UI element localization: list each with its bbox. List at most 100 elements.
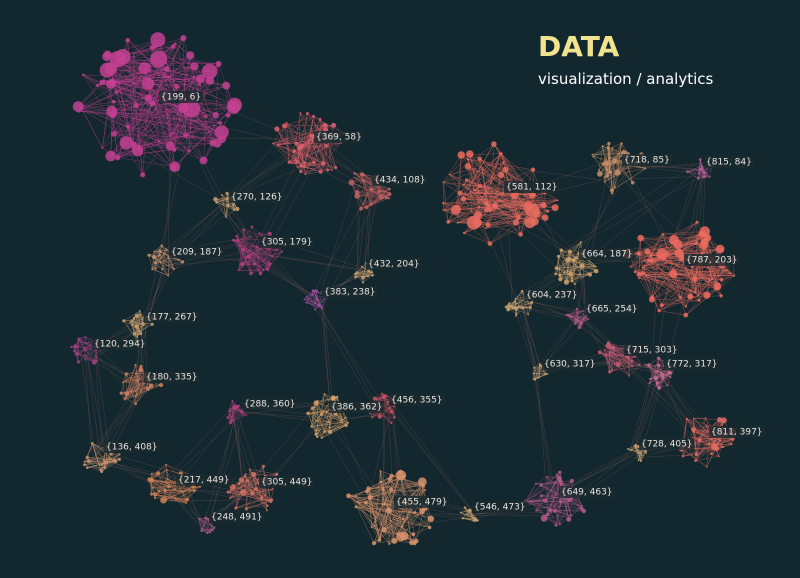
node [611,345,616,350]
node [138,62,151,75]
cluster-label: {664, 187} [581,250,633,260]
node [237,482,241,485]
cluster-labels: {199, 6} {369, 58} {434, 108} {581, 112} {71… [92,91,765,523]
node [135,372,137,375]
node [225,216,227,218]
node [151,268,154,271]
cluster [147,463,202,504]
label-background [704,156,754,168]
node [147,477,150,480]
node [730,272,732,275]
node [153,492,158,497]
node [644,167,647,170]
node [377,538,382,542]
node [384,195,389,199]
cluster-edges [687,159,713,179]
node [181,490,184,493]
node [139,332,143,336]
node [628,375,630,377]
node [274,126,280,132]
label-background [709,426,765,438]
node [521,306,525,310]
node [229,414,231,417]
node [150,32,166,48]
node [381,487,385,491]
node [153,497,156,499]
node [321,307,324,310]
label-background [584,303,640,315]
node [629,449,632,452]
node [222,81,231,90]
node [192,489,196,493]
node [129,321,132,324]
node [287,160,291,164]
label-background [579,248,635,260]
node [231,419,234,422]
node [373,524,376,528]
node [218,121,223,125]
node [245,414,248,416]
node [310,139,314,142]
node [631,364,634,367]
node [240,247,246,252]
node [354,505,358,509]
node [532,378,535,380]
node [612,158,618,164]
node [134,324,139,329]
node [72,101,84,112]
node [553,509,557,513]
node [530,301,534,305]
node [692,417,695,420]
node [540,515,548,522]
node [364,205,369,210]
node [354,272,357,276]
subtitle: visualization / analytics [538,70,714,88]
label-background [169,246,225,258]
node [478,184,482,188]
node [315,419,318,422]
node [601,145,604,148]
node [74,351,79,356]
node [249,271,253,276]
cluster [644,356,677,390]
node [666,384,669,387]
node [637,277,640,279]
node [568,249,572,254]
node [701,168,704,171]
node [266,504,269,507]
node [554,272,557,276]
node [114,90,118,94]
node [208,530,212,534]
node [235,206,240,212]
label-background [104,441,160,453]
node [579,321,584,326]
node [566,516,572,522]
node [136,379,139,382]
node [86,466,89,470]
node [244,253,247,255]
node [134,363,137,366]
node [702,176,705,179]
node [353,172,356,175]
node [126,125,130,129]
node [468,508,472,513]
node [559,248,563,252]
node [296,166,299,168]
node [388,197,391,200]
node [587,318,590,320]
node [83,463,86,466]
node [250,489,252,492]
label-background [389,394,445,406]
node [540,202,547,209]
node [703,171,706,174]
node [656,363,661,367]
node [109,457,112,461]
node [720,248,724,252]
node [246,254,251,259]
node [173,267,175,270]
node [163,73,166,76]
node [254,487,258,491]
node [575,307,578,310]
node [694,452,699,457]
node [543,498,548,503]
